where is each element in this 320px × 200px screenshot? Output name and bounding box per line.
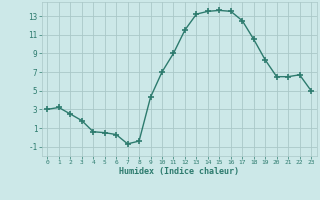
X-axis label: Humidex (Indice chaleur): Humidex (Indice chaleur) bbox=[119, 167, 239, 176]
